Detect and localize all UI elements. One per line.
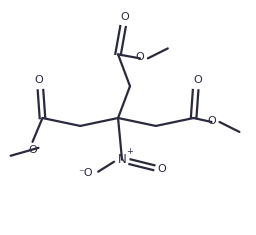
Text: O: O bbox=[34, 75, 43, 85]
Text: +: + bbox=[126, 147, 133, 156]
Text: O: O bbox=[207, 116, 216, 126]
Text: O: O bbox=[193, 75, 202, 85]
Text: O: O bbox=[157, 164, 166, 174]
Text: O: O bbox=[136, 52, 144, 62]
Text: O: O bbox=[28, 145, 37, 155]
Text: O: O bbox=[121, 12, 129, 22]
Text: N: N bbox=[118, 153, 126, 166]
Text: ⁻O: ⁻O bbox=[78, 168, 93, 178]
